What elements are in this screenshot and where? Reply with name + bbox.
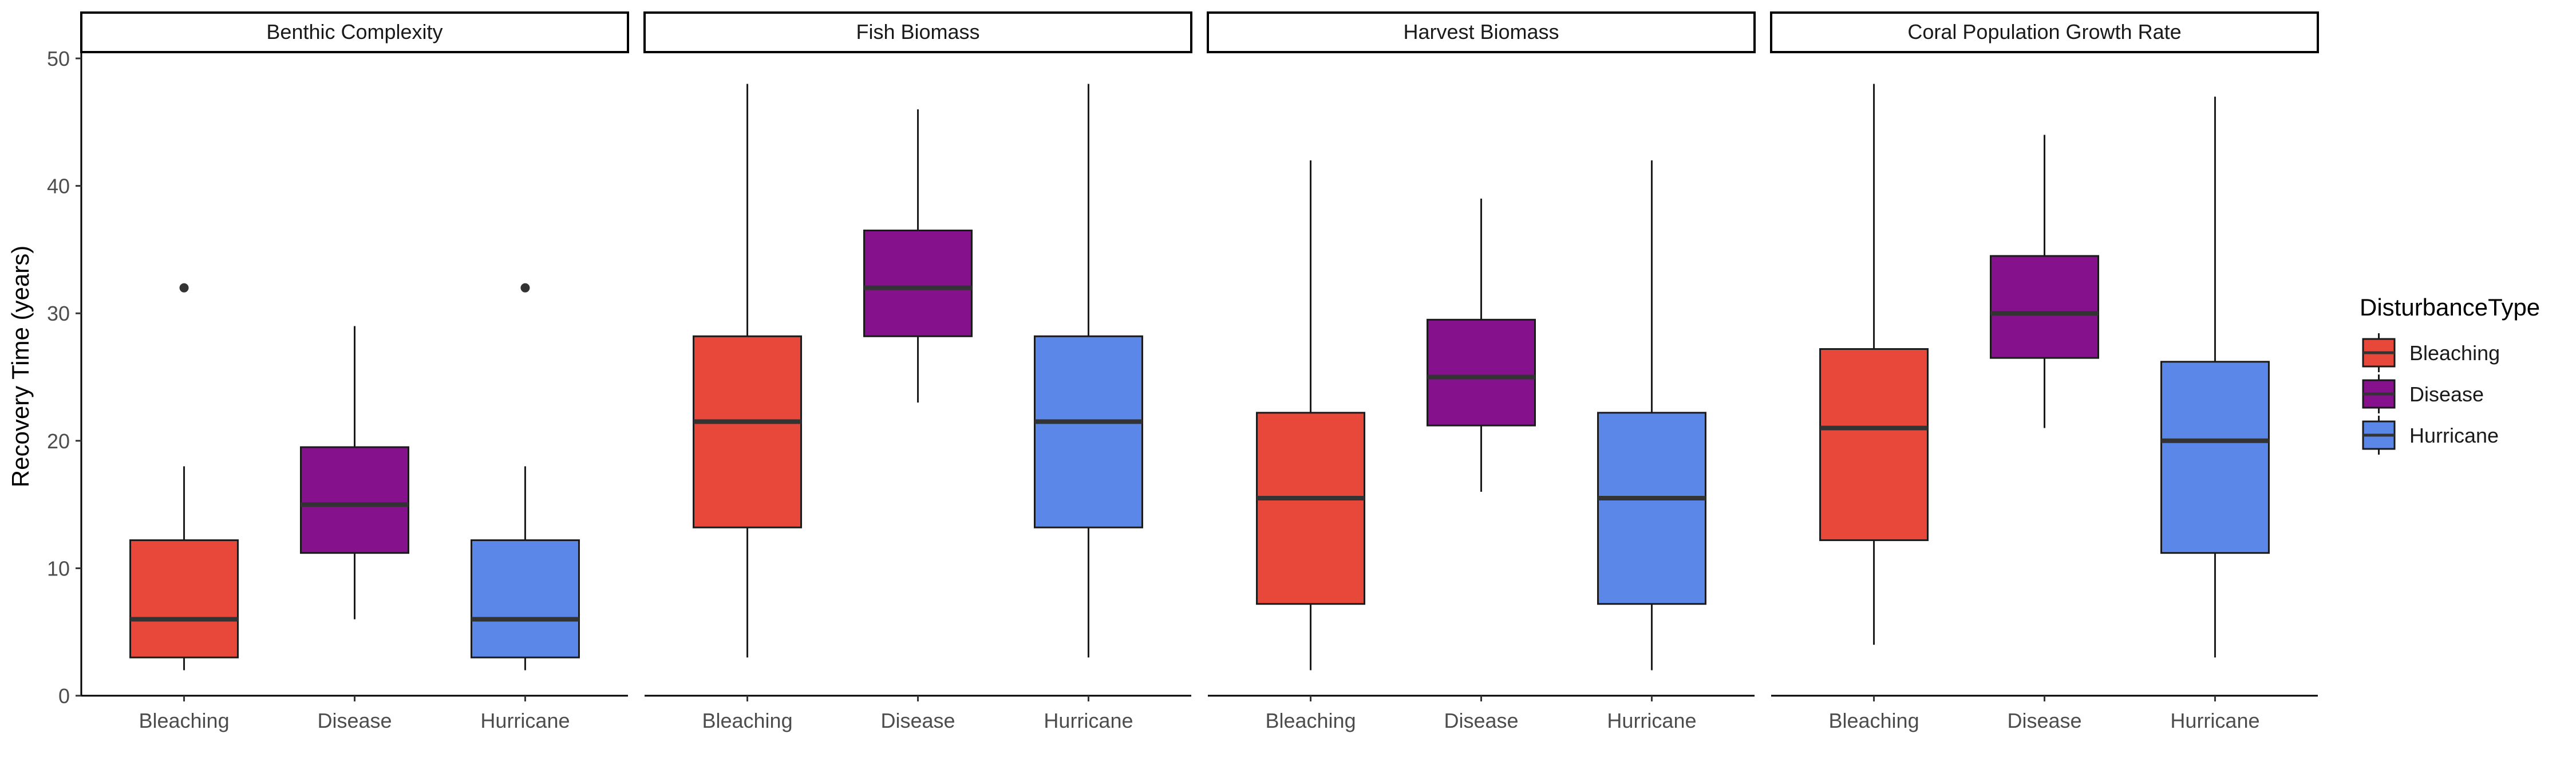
- legend-label: Disease: [2409, 382, 2484, 406]
- iqr-box: [1597, 412, 1706, 605]
- iqr-box: [470, 539, 580, 658]
- iqr-box: [129, 539, 239, 658]
- facet-title: Fish Biomass: [856, 20, 979, 44]
- legend-item-bleaching: Bleaching: [2362, 333, 2500, 372]
- x-tick-label: Hurricane: [1607, 709, 1696, 732]
- facet-panel: Coral Population Growth Rate Bleaching Dis…: [1770, 11, 2319, 732]
- iqr-box: [1256, 412, 1366, 605]
- facet-strip: [643, 11, 1192, 53]
- legend-label: Bleaching: [2409, 341, 2500, 365]
- x-tick-label: Bleaching: [702, 709, 792, 732]
- x-tick-label: Bleaching: [1828, 709, 1919, 732]
- facet-title: Harvest Biomass: [1403, 20, 1559, 44]
- outlier-point: [179, 283, 189, 293]
- box-disease: [300, 326, 409, 620]
- x-tick-label: Hurricane: [1044, 709, 1133, 732]
- box-bleaching: [1819, 84, 1929, 645]
- legend: DisturbanceType Bleaching Disease Hurrican…: [2360, 294, 2540, 455]
- y-tick-label: 0: [58, 684, 70, 708]
- facet-panel: Fish Biomass Bleaching Disease Hurricane: [643, 11, 1192, 732]
- box-bleaching: [1256, 160, 1366, 671]
- facet-title: Coral Population Growth Rate: [1907, 20, 2181, 44]
- box-hurricane: [1597, 160, 1706, 671]
- x-tick-label: Hurricane: [480, 709, 570, 732]
- box-hurricane: [2160, 96, 2270, 658]
- facet-panels: Benthic Complexity Bleaching Disease Hurric…: [80, 11, 2319, 732]
- y-axis: 0 10 20 30 40 50: [47, 11, 82, 708]
- y-tick-label: 10: [47, 557, 70, 580]
- x-tick-label: Disease: [317, 709, 392, 732]
- iqr-box: [1427, 318, 1536, 427]
- x-tick-label: Disease: [880, 709, 955, 732]
- outlier-point: [520, 283, 530, 293]
- x-tick-label: Disease: [2007, 709, 2081, 732]
- facet-panel: Harvest Biomass Bleaching Disease Hurricane: [1207, 11, 1756, 732]
- iqr-box: [693, 335, 803, 529]
- facet-strip: [1770, 11, 2319, 53]
- iqr-box: [2160, 361, 2270, 554]
- facet-strip: [1207, 11, 1756, 53]
- legend-label: Hurricane: [2409, 424, 2499, 447]
- iqr-box: [1819, 348, 1929, 541]
- iqr-box: [1033, 335, 1143, 529]
- x-tick-label: Hurricane: [2170, 709, 2259, 732]
- iqr-box: [1990, 255, 2099, 359]
- y-tick-label: 40: [47, 175, 70, 198]
- box-hurricane: [470, 283, 580, 671]
- y-tick-label: 30: [47, 302, 70, 325]
- y-axis-title: Recovery Time (years): [7, 246, 34, 487]
- box-bleaching: [129, 283, 239, 671]
- x-tick-label: Bleaching: [1265, 709, 1356, 732]
- y-tick-label: 50: [47, 47, 70, 70]
- y-tick-label: 20: [47, 429, 70, 453]
- box-disease: [1990, 135, 2099, 428]
- facet-panel: Benthic Complexity Bleaching Disease Hurric…: [80, 11, 629, 732]
- box-bleaching: [693, 84, 803, 658]
- box-hurricane: [1033, 84, 1143, 658]
- iqr-box: [863, 230, 973, 337]
- legend-item-hurricane: Hurricane: [2362, 416, 2499, 455]
- x-tick-label: Bleaching: [139, 709, 229, 732]
- iqr-box: [300, 446, 409, 554]
- legend-title: DisturbanceType: [2360, 294, 2540, 321]
- x-tick-label: Disease: [1444, 709, 1518, 732]
- facet-title: Benthic Complexity: [266, 20, 442, 44]
- box-disease: [1427, 198, 1536, 492]
- legend-item-disease: Disease: [2362, 374, 2484, 413]
- box-disease: [863, 109, 973, 403]
